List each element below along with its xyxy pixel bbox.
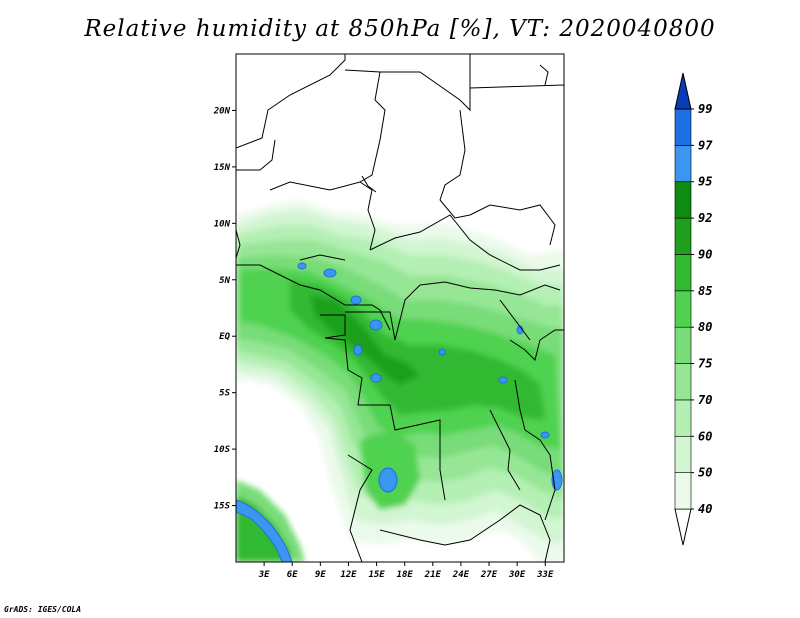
colorbar-above-triangle xyxy=(674,72,692,110)
colorbar-label: 92 xyxy=(698,211,712,225)
map-title: Relative humidity at 850hPa [%], VT: 202… xyxy=(84,16,716,42)
colorbar-segment xyxy=(674,435,692,473)
colorbar-segment xyxy=(674,326,692,364)
lon-tick-label: 24E xyxy=(452,570,470,580)
lon-tick-label: 21E xyxy=(424,570,442,580)
colorbar-label: 75 xyxy=(698,357,712,371)
lat-tick-label: EQ xyxy=(219,332,230,342)
lon-tick-label: 9E xyxy=(315,570,326,580)
colorbar-segment xyxy=(674,290,692,328)
lon-tick-label: 18E xyxy=(397,570,414,580)
colorbar-label: 85 xyxy=(698,284,712,298)
lon-tick-label: 12E xyxy=(340,570,357,580)
colorbar-label: 40 xyxy=(698,502,712,516)
contour-90 xyxy=(310,295,420,385)
colorbar-segment xyxy=(674,399,692,437)
humidity-field xyxy=(236,54,564,562)
lon-tick-label: 3E xyxy=(258,570,270,580)
colorbar-segment xyxy=(674,363,692,401)
lon-tick-label: 27E xyxy=(480,570,498,580)
lat-tick-label: 20N xyxy=(213,106,231,116)
lat-tick-label: 5N xyxy=(219,276,230,286)
colorbar-label: 95 xyxy=(698,175,712,189)
colorbar: 40 50 60 70 75 80 85 90 92 95 97 99 xyxy=(674,72,713,546)
lon-tick-label: 6E xyxy=(287,570,298,580)
colorbar-label: 80 xyxy=(698,320,712,334)
colorbar-label: 50 xyxy=(698,466,712,480)
colorbar-segment xyxy=(674,217,692,255)
lon-tick-label: 15E xyxy=(368,570,385,580)
lat-tick-label: 5S xyxy=(219,389,230,399)
footer-credit: GrADS: IGES/COLA xyxy=(4,605,82,614)
colorbar-segment xyxy=(674,254,692,292)
lon-tick-label: 33E xyxy=(536,570,554,580)
colorbar-below-triangle xyxy=(674,508,692,546)
colorbar-label: 60 xyxy=(698,429,712,443)
borders xyxy=(236,54,564,562)
lat-tick-label: 10N xyxy=(214,219,231,229)
lat-tick-label: 15S xyxy=(214,502,231,512)
colorbar-segment xyxy=(674,181,692,219)
lat-tick-label: 10S xyxy=(214,445,231,455)
saturated-patches xyxy=(236,262,563,562)
colorbar-label: 97 xyxy=(698,138,713,152)
colorbar-segment xyxy=(674,108,692,146)
contour-85 xyxy=(290,280,545,420)
lat-tick-label: 15N xyxy=(214,163,231,173)
lon-tick-label: 30E xyxy=(508,570,526,580)
colorbar-label: 90 xyxy=(698,247,712,261)
map-frame xyxy=(235,53,565,563)
latitude-axis: 20N 15N 10N 5N EQ 5S 10S 15S xyxy=(213,106,236,512)
colorbar-segment xyxy=(674,145,692,183)
colorbar-label: 70 xyxy=(698,393,712,407)
longitude-axis: 3E 6E 9E 12E 15E 18E 21E 24E 27E 30E 33E xyxy=(258,562,554,580)
colorbar-label: 99 xyxy=(698,102,712,116)
colorbar-segment xyxy=(674,472,692,510)
